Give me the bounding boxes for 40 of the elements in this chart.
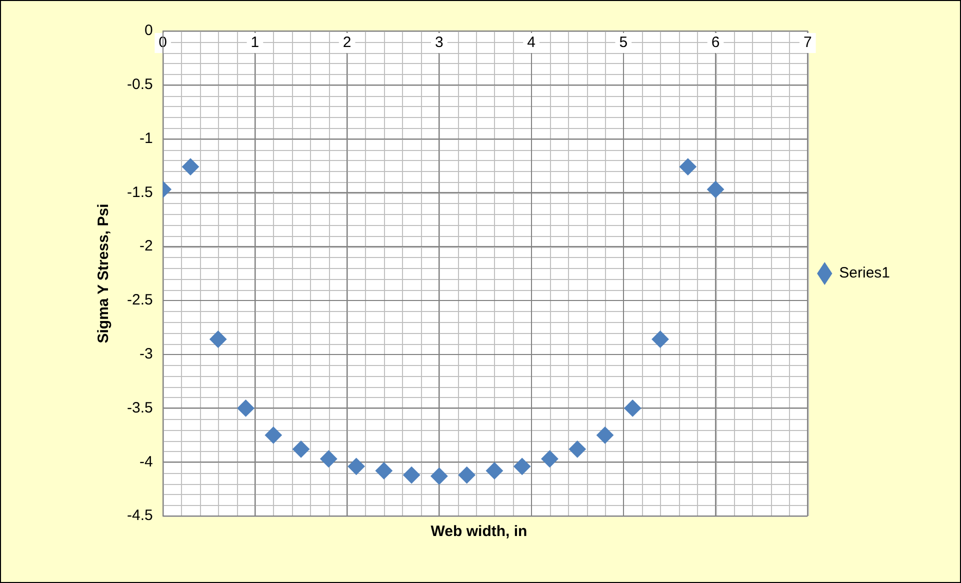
x-tick-label: 5 — [619, 34, 628, 52]
x-axis-title: Web width, in — [430, 523, 528, 540]
point — [210, 330, 227, 348]
point — [292, 440, 310, 458]
x-tick-label: 6 — [711, 34, 720, 52]
y-axis-title: Sigma Y Stress, Psi — [95, 204, 112, 344]
y-tick-label: -4 — [140, 453, 153, 470]
point — [514, 458, 531, 475]
point — [707, 180, 724, 198]
y-tick-label: 0 — [144, 22, 153, 40]
point — [375, 462, 392, 480]
point — [624, 400, 642, 417]
y-tick-label: -1.5 — [126, 184, 153, 201]
point — [237, 400, 254, 417]
point — [320, 450, 338, 468]
point — [264, 426, 282, 444]
point — [652, 330, 669, 348]
y-tick-label: -4.5 — [126, 507, 153, 524]
point — [348, 458, 365, 475]
point — [568, 440, 586, 458]
x-tick-label: 7 — [803, 34, 812, 52]
x-tick-label: 2 — [342, 34, 352, 52]
point — [679, 158, 696, 176]
y-tick-label: -2 — [140, 238, 153, 255]
legend-label: Series1 — [839, 264, 890, 282]
x-tick-label: 3 — [435, 34, 444, 52]
x-tick-label: 1 — [250, 34, 260, 52]
y-tick-label: -1 — [140, 130, 153, 147]
y-tick-label: -3.5 — [126, 399, 153, 416]
point — [486, 462, 503, 480]
x-tick-label: 4 — [527, 34, 536, 52]
point — [403, 466, 420, 484]
point — [596, 426, 614, 444]
y-tick-label: -0.5 — [126, 76, 153, 94]
y-tick-label: -2.5 — [126, 292, 153, 309]
point — [541, 450, 558, 468]
y-tick-label: -3 — [140, 345, 153, 362]
point — [430, 468, 448, 485]
point — [182, 158, 199, 176]
point — [458, 466, 476, 484]
